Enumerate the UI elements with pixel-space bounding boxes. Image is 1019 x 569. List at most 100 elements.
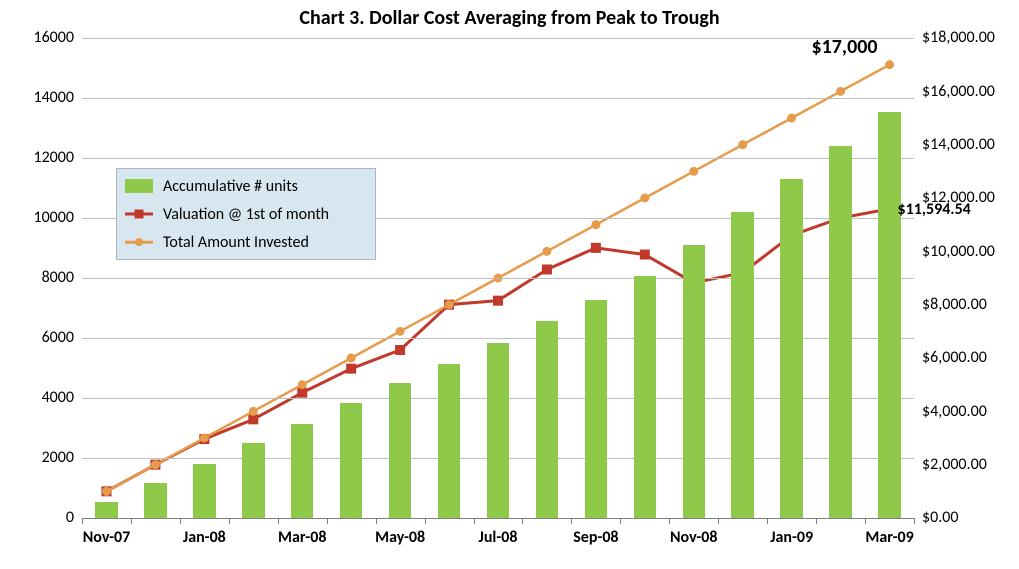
series-marker: [347, 364, 356, 373]
x-tick-label: Jan-08: [183, 528, 226, 547]
series-marker: [542, 265, 551, 274]
x-tick: [131, 518, 132, 524]
x-tick: [376, 518, 377, 524]
bar: [536, 321, 559, 518]
y-left-tick-label: 0: [66, 508, 74, 527]
series-marker: [347, 354, 355, 362]
y-right-tick-label: $14,000.00: [922, 135, 995, 154]
legend-item: Total Amount Invested: [117, 228, 375, 256]
bar: [585, 300, 608, 518]
x-tick: [865, 518, 866, 524]
x-tick-label: Sep-08: [573, 528, 618, 547]
gridline: [82, 98, 914, 99]
plot-area: [82, 38, 914, 519]
chart-container: Chart 3. Dollar Cost Averaging from Peak…: [0, 0, 1019, 569]
y-left-tick-label: 6000: [42, 328, 74, 347]
y-right-tick-label: $0.00: [922, 508, 958, 527]
x-tick: [425, 518, 426, 524]
bar: [193, 464, 216, 518]
series-marker: [591, 243, 600, 252]
y-left-tick-label: 2000: [42, 448, 74, 467]
bar: [731, 212, 754, 518]
legend-label: Accumulative # units: [163, 177, 298, 196]
bar: [291, 424, 314, 519]
series-marker: [249, 415, 258, 424]
bar: [340, 403, 363, 519]
bar: [780, 179, 803, 518]
x-tick: [474, 518, 475, 524]
series-marker: [298, 381, 306, 389]
x-tick: [767, 518, 768, 524]
y-right-tick-label: $16,000.00: [922, 82, 995, 101]
bar: [95, 502, 118, 518]
bar: [634, 276, 657, 518]
series-marker: [543, 247, 551, 255]
bar: [389, 383, 412, 518]
bar: [683, 245, 706, 518]
series-marker: [494, 296, 503, 305]
legend-item: Valuation @ 1st of month: [117, 200, 375, 228]
annotation: $17,000: [812, 35, 878, 59]
x-tick: [278, 518, 279, 524]
legend-label: Valuation @ 1st of month: [163, 205, 329, 224]
series-marker: [298, 388, 307, 397]
y-left-tick-label: 4000: [42, 388, 74, 407]
bar: [878, 112, 901, 518]
series-marker: [592, 221, 600, 229]
series-marker: [151, 461, 159, 469]
x-tick: [229, 518, 230, 524]
gridline: [82, 158, 914, 159]
y-left-tick-label: 14000: [33, 88, 74, 107]
legend-label: Total Amount Invested: [163, 233, 309, 252]
x-tick: [914, 518, 915, 524]
y-right-tick-label: $6,000.00: [922, 348, 987, 367]
y-left-tick-label: 16000: [33, 28, 74, 47]
x-tick-label: May-08: [375, 528, 425, 547]
series-marker: [640, 250, 649, 259]
x-tick-label: Jan-09: [770, 528, 813, 547]
x-tick: [327, 518, 328, 524]
y-left-tick-label: 8000: [42, 268, 74, 287]
series-marker: [102, 487, 110, 495]
bar: [487, 343, 510, 518]
x-tick: [669, 518, 670, 524]
y-right-tick-label: $10,000.00: [922, 242, 995, 261]
x-tick-label: Nov-07: [83, 528, 130, 547]
bar: [144, 483, 167, 518]
y-left-tick-label: 10000: [33, 208, 74, 227]
series-marker: [788, 114, 796, 122]
series-marker: [837, 87, 845, 95]
y-left-tick-label: 12000: [33, 148, 74, 167]
legend-item: Accumulative # units: [117, 172, 375, 200]
series-marker: [886, 61, 894, 69]
bar: [438, 364, 461, 519]
x-tick-label: Nov-08: [670, 528, 717, 547]
x-tick: [180, 518, 181, 524]
legend: Accumulative # units Valuation @ 1st of m…: [116, 168, 376, 260]
x-tick: [82, 518, 83, 524]
y-right-tick-label: $18,000.00: [922, 28, 995, 47]
bar: [829, 146, 852, 518]
y-right-tick-label: $2,000.00: [922, 455, 987, 474]
legend-swatch-line: [125, 207, 153, 221]
series-marker: [249, 407, 257, 415]
annotation: $11,594.54: [898, 200, 971, 219]
legend-swatch-line: [125, 235, 153, 249]
x-tick: [718, 518, 719, 524]
series-marker: [396, 327, 404, 335]
series-marker: [641, 194, 649, 202]
series-marker: [396, 346, 405, 355]
series-marker: [690, 167, 698, 175]
bar: [242, 443, 265, 518]
x-tick: [522, 518, 523, 524]
series-marker: [445, 301, 453, 309]
x-tick: [620, 518, 621, 524]
x-tick-label: Mar-08: [278, 528, 326, 547]
y-right-tick-label: $4,000.00: [922, 402, 987, 421]
series-marker: [200, 434, 208, 442]
chart-title: Chart 3. Dollar Cost Averaging from Peak…: [0, 6, 1019, 30]
x-tick-label: Jul-08: [479, 528, 518, 547]
legend-swatch-bar: [125, 179, 153, 193]
y-right-tick-label: $8,000.00: [922, 295, 987, 314]
x-tick-label: Mar-09: [865, 528, 913, 547]
